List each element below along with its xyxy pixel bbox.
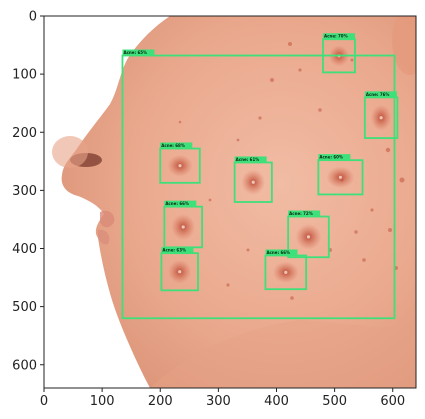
- lesion-highlight: [306, 235, 311, 239]
- box-label-bg: [288, 210, 321, 217]
- x-tick-label: 100: [90, 394, 115, 409]
- lesion-highlight: [181, 225, 185, 229]
- y-axis: 0 100 200 300 400 500 600: [12, 10, 44, 373]
- box-label-bg: [318, 154, 351, 161]
- acne-detection-box: Acne: 72%: [287, 210, 330, 259]
- x-tick-label: 600: [380, 394, 405, 409]
- lesion-highlight: [178, 164, 182, 168]
- y-tick-label: 600: [12, 358, 37, 373]
- lesion-highlight: [284, 270, 288, 274]
- box-label: Acne: 65%: [123, 50, 147, 55]
- box-label: Acne: 70%: [324, 34, 348, 39]
- acne-detection-box: Acne: 66%: [264, 249, 308, 291]
- y-tick-label: 0: [29, 10, 37, 25]
- acne-detection-box: Acne: 63%: [160, 247, 199, 292]
- acne-detection-box: Acne: 70%: [322, 33, 356, 74]
- lesion-highlight: [178, 270, 182, 274]
- x-tick-label: 300: [206, 394, 231, 409]
- box-label-bg: [122, 49, 155, 56]
- lesion-highlight: [338, 175, 343, 179]
- box-label-bg: [323, 33, 355, 40]
- x-tick-label: 0: [40, 394, 48, 409]
- acne-detection-box: Acne: 76%: [363, 91, 399, 139]
- x-tick-label: 400: [264, 394, 289, 409]
- box-label: Acne: 66%: [165, 201, 189, 206]
- lesion-highlight: [379, 116, 383, 120]
- y-tick-label: 200: [12, 126, 37, 141]
- box-label-bg: [161, 247, 194, 254]
- detection-boxes: Acne: 65% Acne: 70% Acne: 76% Acne: 68% Acne…: [121, 33, 399, 320]
- bounding-box: [121, 54, 396, 320]
- y-tick-label: 500: [12, 300, 37, 315]
- y-tick-label: 100: [12, 68, 37, 83]
- y-tick-label: 400: [12, 242, 37, 257]
- box-label: Acne: 68%: [161, 143, 185, 148]
- box-label: Acne: 66%: [266, 250, 290, 255]
- box-label-bg: [164, 200, 197, 207]
- lesion-highlight: [251, 180, 255, 184]
- lesion-spots: [167, 45, 392, 284]
- x-axis: 0 100 200 300 400 500 600: [40, 388, 405, 409]
- box-label: Acne: 76%: [366, 92, 390, 97]
- acne-detection-box: Acne: 61%: [233, 156, 273, 203]
- x-tick-label: 500: [322, 394, 347, 409]
- box-label: Acne: 61%: [236, 157, 260, 162]
- box-label: Acne: 63%: [162, 248, 186, 253]
- box-label-bg: [160, 142, 193, 149]
- y-tick-label: 300: [12, 184, 37, 199]
- box-label: Acne: 72%: [289, 211, 313, 216]
- face-region-box: Acne: 65%: [121, 49, 396, 320]
- acne-detection-box: Acne: 68%: [159, 142, 201, 184]
- box-label: Acne: 60%: [319, 155, 343, 160]
- x-tick-label: 200: [148, 394, 173, 409]
- box-label-bg: [234, 156, 267, 163]
- acne-detection-box: Acne: 60%: [317, 154, 364, 196]
- box-label-bg: [364, 91, 397, 98]
- box-label-bg: [265, 249, 298, 256]
- plot-frame: [43, 15, 417, 389]
